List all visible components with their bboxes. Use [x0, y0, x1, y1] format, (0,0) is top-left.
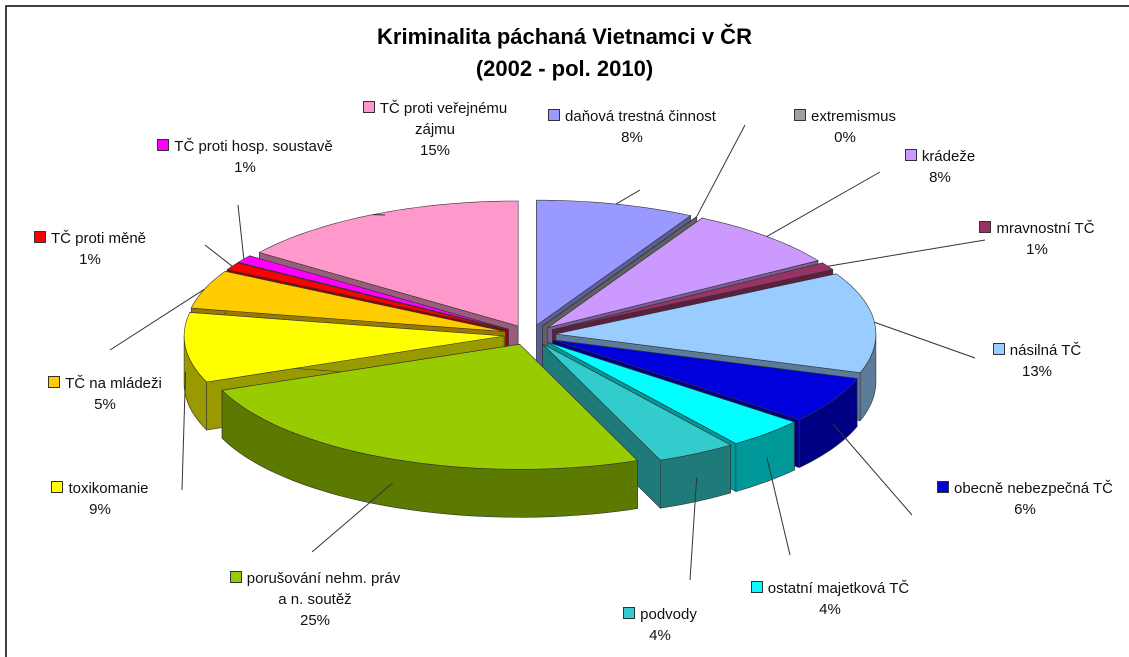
- legend-swatch: [48, 376, 61, 388]
- value-label: 6%: [1014, 501, 1036, 518]
- slice: [547, 217, 819, 328]
- leader-line: [689, 477, 698, 581]
- category-label: daňová trestná činnost: [565, 108, 716, 125]
- value-label: 1%: [1026, 241, 1048, 258]
- category-label: porušování nehm. práv a n. soutěž: [246, 570, 401, 608]
- category-label: TČ proti veřejnému zájmu: [379, 100, 508, 138]
- chart-frame: [5, 5, 1129, 657]
- leader-line: [766, 457, 791, 556]
- category-label: mravnostní TČ: [996, 220, 1095, 237]
- value-label: 0%: [834, 129, 856, 146]
- category-label: krádeže: [921, 148, 976, 165]
- slice: [536, 199, 692, 326]
- slice: [226, 262, 508, 331]
- slice: [552, 339, 858, 420]
- category-label: extremismus: [810, 108, 896, 125]
- slice: [542, 216, 697, 327]
- data-label: TČ proti měně 1%: [0, 228, 180, 270]
- category-label: TČ na mládeži: [65, 375, 162, 392]
- legend-swatch: [936, 481, 949, 493]
- category-label: obecně nebezpečná TČ: [953, 480, 1113, 497]
- value-label: 9%: [89, 501, 111, 518]
- category-label: TČ proti měně: [50, 230, 147, 247]
- leader-line: [874, 321, 976, 359]
- leader-line: [615, 189, 641, 205]
- slice: [552, 262, 834, 331]
- legend-swatch: [793, 109, 806, 121]
- data-label: obecně nebezpečná TČ 6%: [935, 478, 1115, 520]
- value-label: 8%: [621, 129, 643, 146]
- value-label: 13%: [1021, 363, 1053, 380]
- leader-line: [204, 244, 233, 267]
- data-label: násilná TČ 13%: [947, 340, 1127, 382]
- data-label: porušování nehm. práv a n. soutěž 25%: [225, 568, 405, 631]
- legend-swatch: [750, 581, 763, 593]
- value-label: 1%: [79, 251, 101, 268]
- value-label: 5%: [94, 396, 116, 413]
- data-label: toxikomanie 9%: [10, 478, 190, 520]
- leader-line: [696, 124, 746, 217]
- leader-line: [237, 204, 245, 260]
- chart-title: Kriminalita páchaná Vietnamci v ČR: [377, 24, 752, 49]
- leader-line: [827, 239, 986, 267]
- chart-subtitle: (2002 - pol. 2010): [475, 56, 654, 81]
- legend-swatch: [904, 149, 917, 161]
- leader-line: [181, 371, 187, 491]
- legend-swatch: [979, 221, 992, 233]
- category-label: podvody: [640, 606, 697, 623]
- data-label: extremismus 0%: [755, 106, 935, 148]
- leader-line: [109, 288, 205, 351]
- legend-swatch: [362, 101, 375, 113]
- leader-line: [311, 482, 393, 553]
- legend-swatch: [548, 109, 561, 121]
- data-label: mravnostní TČ 1%: [947, 218, 1127, 260]
- data-label: krádeže 8%: [850, 146, 1030, 188]
- category-label: ostatní majetková TČ: [767, 580, 910, 597]
- legend-swatch: [157, 139, 170, 151]
- data-label: daňová trestná činnost 8%: [542, 106, 722, 148]
- data-label: podvody 4%: [570, 604, 750, 646]
- category-label: násilná TČ: [1009, 342, 1082, 359]
- slice: [183, 312, 505, 383]
- legend-swatch: [623, 607, 636, 619]
- leader-line: [766, 171, 881, 237]
- legend-swatch: [229, 571, 242, 583]
- slice: [547, 342, 796, 444]
- slice: [237, 255, 509, 330]
- slice: [542, 343, 732, 461]
- data-label: TČ na mládeži 5%: [15, 373, 195, 415]
- data-label: ostatní majetková TČ 4%: [740, 578, 920, 620]
- leader-line: [832, 423, 913, 516]
- value-label: 8%: [929, 169, 951, 186]
- category-label: TČ proti hosp. soustavě: [174, 138, 333, 155]
- value-label: 1%: [234, 159, 256, 176]
- value-label: 4%: [649, 627, 671, 644]
- data-label: TČ proti hosp. soustavě 1%: [155, 136, 335, 178]
- value-label: 15%: [419, 142, 451, 159]
- data-label: TČ proti veřejnému zájmu 15%: [345, 98, 525, 161]
- legend-swatch: [33, 231, 46, 243]
- slice: [258, 200, 519, 327]
- slice: [190, 270, 506, 332]
- slice: [221, 343, 639, 470]
- value-label: 4%: [819, 601, 841, 618]
- legend-swatch: [992, 343, 1005, 355]
- legend-swatch: [51, 481, 64, 493]
- category-label: toxikomanie: [68, 480, 149, 497]
- value-label: 25%: [299, 612, 331, 629]
